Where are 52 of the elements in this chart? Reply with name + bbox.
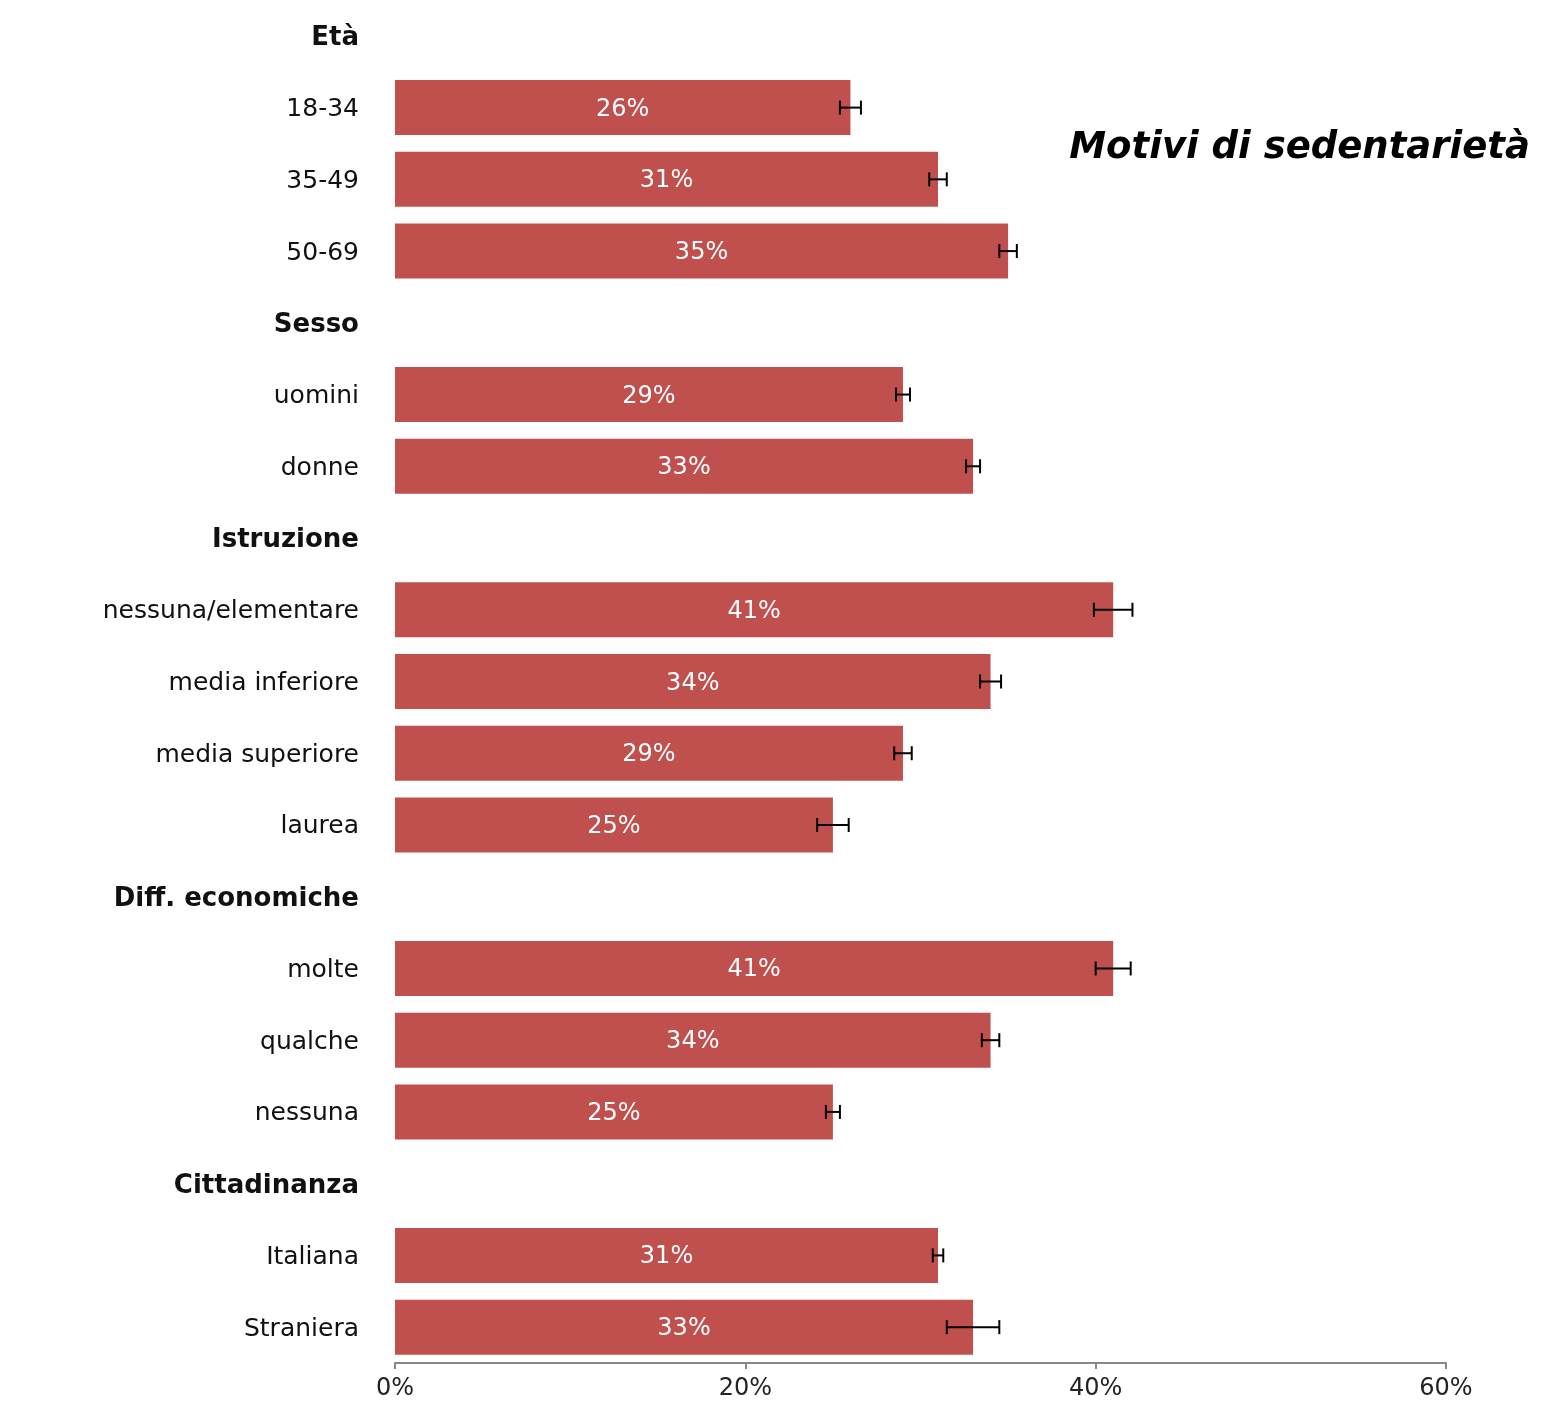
bar	[395, 1012, 991, 1068]
y-tick-label: nessuna	[254, 1097, 359, 1127]
data-label: 26%	[596, 93, 650, 122]
y-tick-label: Sesso	[273, 307, 359, 338]
y-tick-label: laurea	[280, 810, 359, 840]
bar	[395, 725, 903, 781]
bar	[395, 223, 1009, 279]
bar	[395, 940, 1114, 996]
data-label: 31%	[639, 165, 694, 194]
data-label: 29%	[622, 380, 676, 409]
data-label: 41%	[727, 954, 781, 983]
y-tick-label: 35-49	[286, 164, 359, 194]
bar	[395, 438, 974, 494]
y-tick-label: 50-69	[286, 236, 359, 266]
bar	[395, 151, 939, 207]
y-tick-label: donne	[280, 451, 359, 481]
y-tick-label: 18-34	[286, 93, 359, 123]
data-label: 29%	[622, 739, 676, 768]
x-tick-label: 40%	[1068, 1373, 1123, 1401]
data-label: 34%	[666, 1026, 720, 1055]
data-label: 31%	[639, 1241, 694, 1270]
text: Motivi di sedentarietà	[1069, 124, 1531, 167]
y-tick-label: uomini	[273, 380, 359, 410]
y-tick-label: Età	[311, 20, 359, 51]
x-tick-label: 20%	[718, 1373, 773, 1401]
data-label: 33%	[657, 1313, 711, 1342]
y-tick-label: Istruzione	[212, 523, 359, 554]
y-tick-label: Diff. economiche	[113, 881, 359, 912]
data-label: 41%	[727, 595, 781, 624]
y-tick-label: qualche	[260, 1025, 359, 1055]
x-tick-label: 60%	[1419, 1373, 1473, 1401]
bar	[395, 654, 991, 709]
y-tick-label: Cittadinanza	[173, 1168, 359, 1199]
y-tick-label: Italiana	[266, 1240, 359, 1270]
bar	[395, 367, 903, 423]
bar	[395, 797, 833, 853]
x-tick-label: 0%	[375, 1373, 415, 1401]
bar	[395, 1084, 833, 1140]
bar	[395, 1299, 974, 1355]
data-label: 34%	[666, 667, 720, 696]
y-tick-label: media superiore	[155, 738, 359, 768]
data-label: 33%	[657, 452, 711, 481]
data-label: 35%	[674, 237, 729, 266]
y-tick-label: Straniera	[243, 1312, 359, 1342]
y-tick-label: media inferiore	[168, 667, 359, 696]
y-tick-label: molte	[287, 953, 359, 983]
bar	[395, 1227, 939, 1283]
data-label: 25%	[587, 810, 641, 839]
data-label: 25%	[587, 1097, 641, 1126]
bar	[395, 582, 1114, 638]
y-tick-label: nessuna/elementare	[102, 595, 359, 625]
bar	[395, 80, 851, 136]
